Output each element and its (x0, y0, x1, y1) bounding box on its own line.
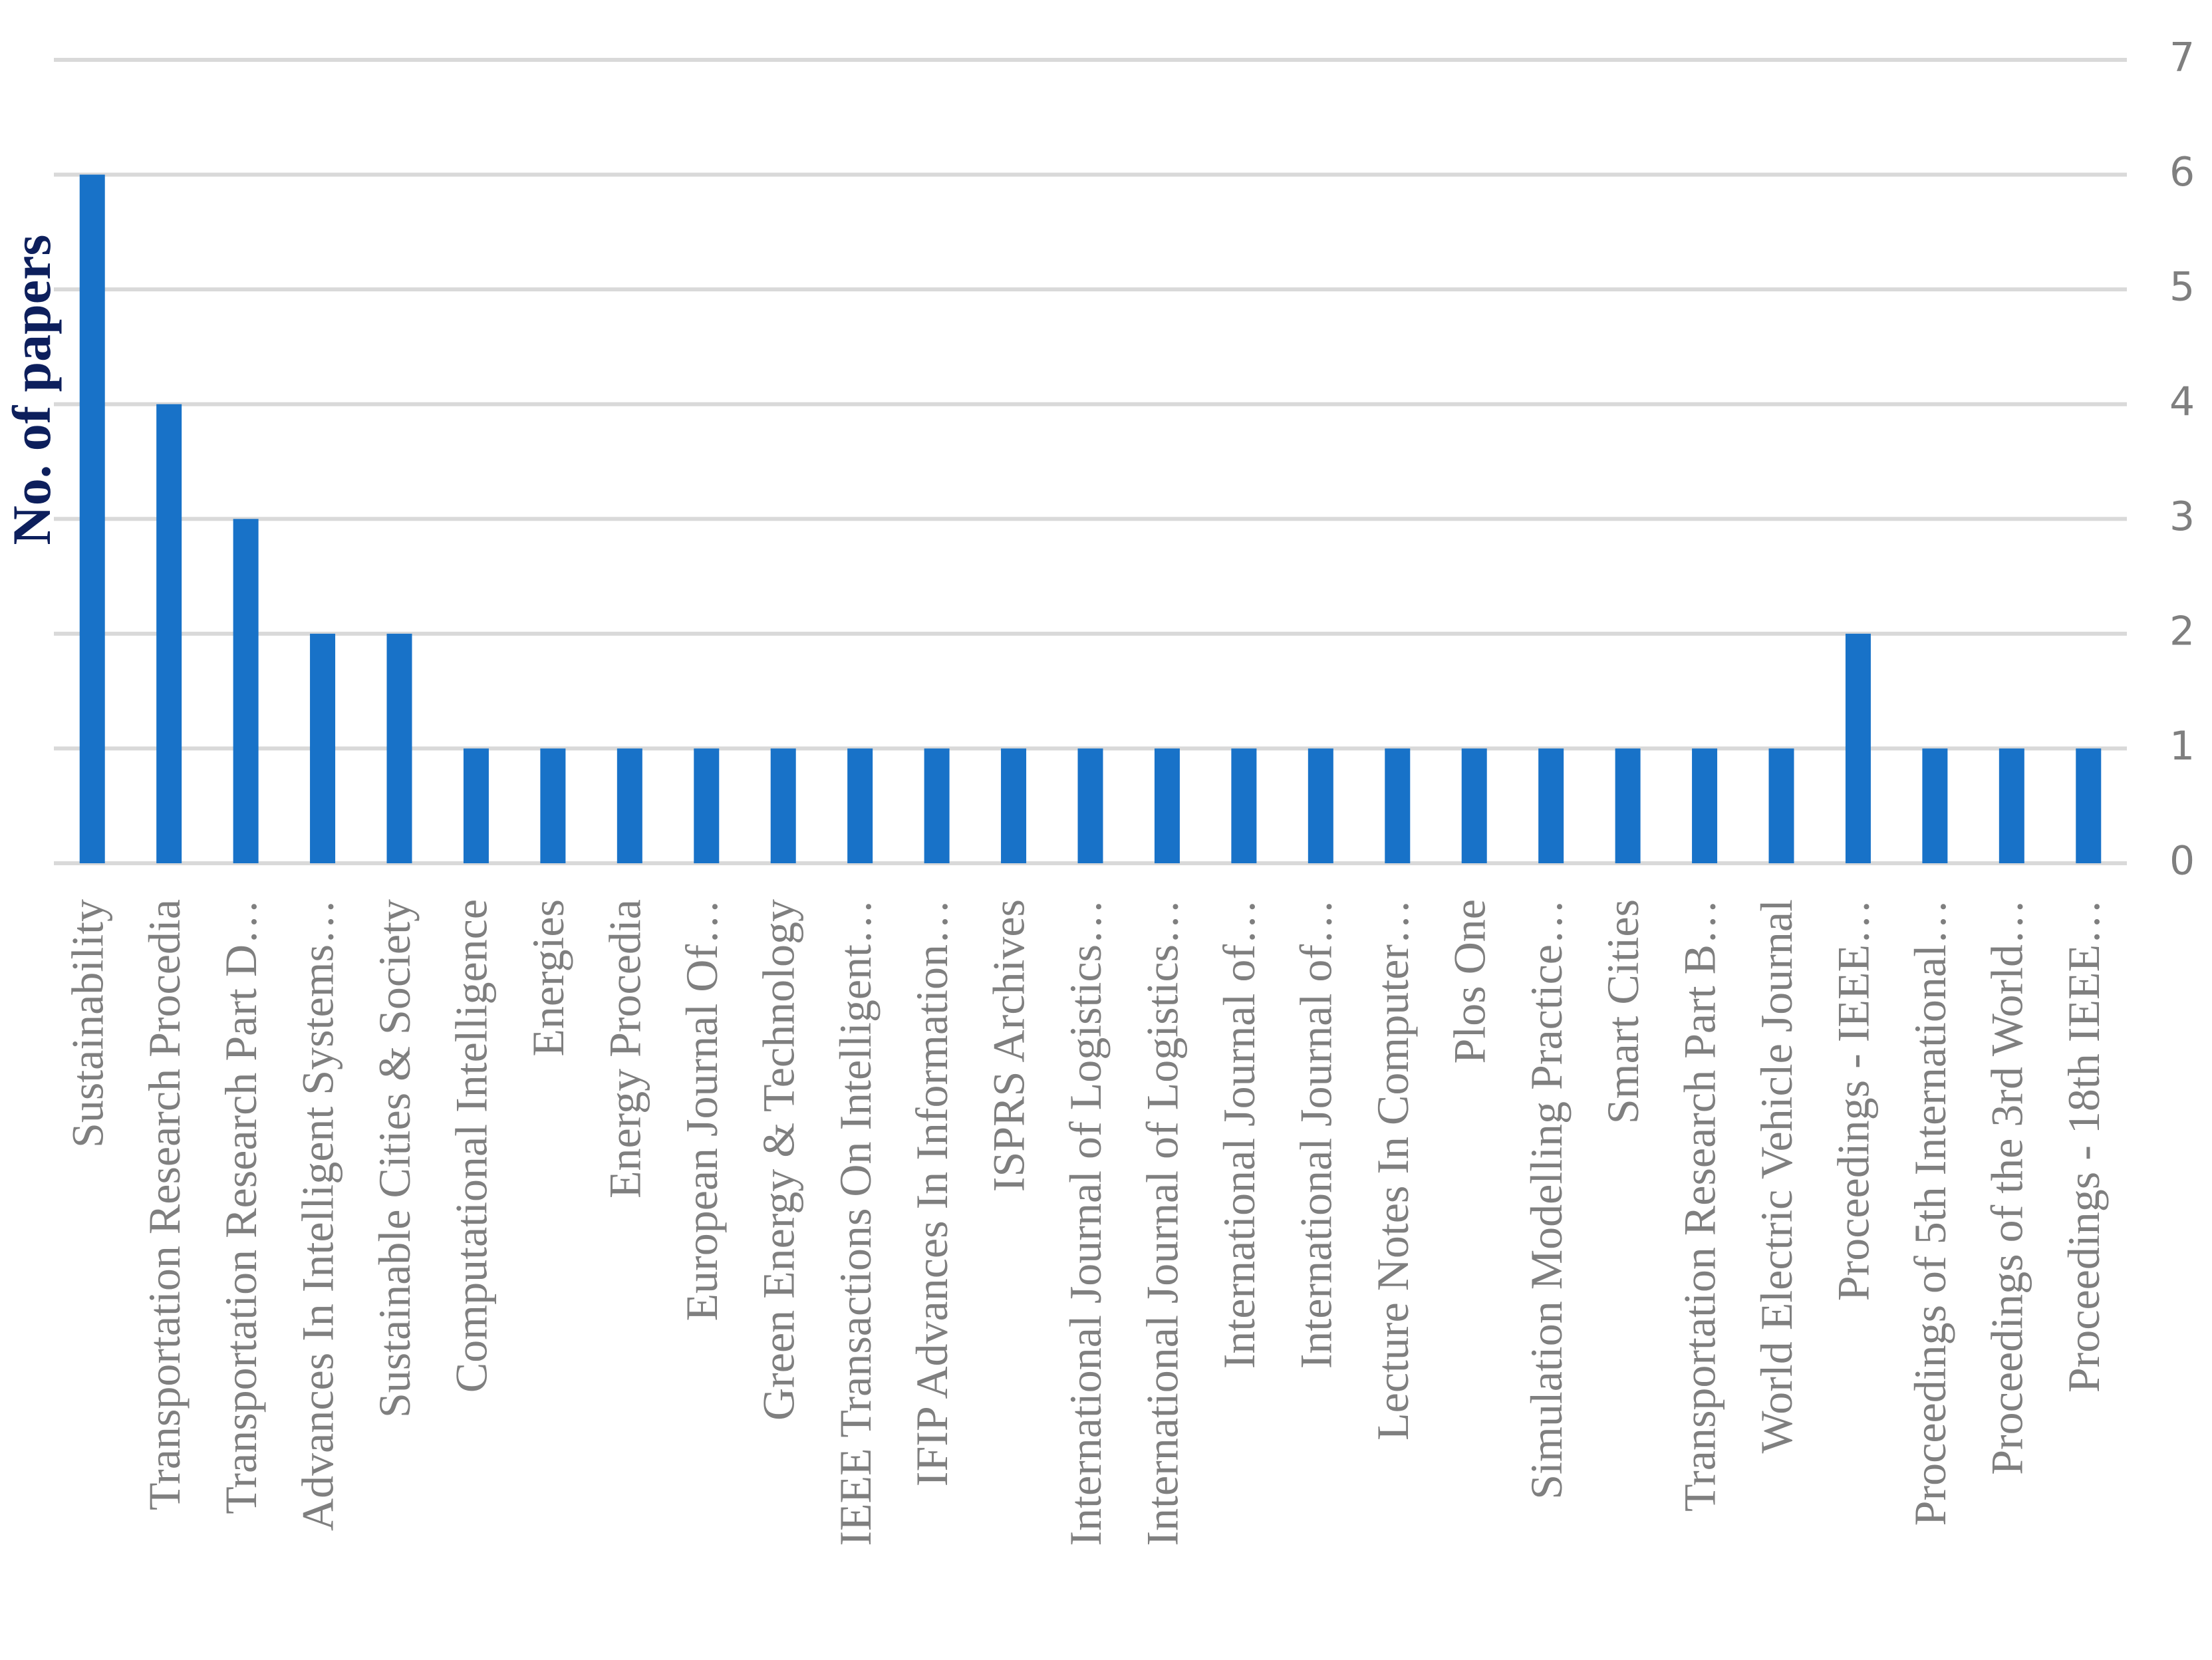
y-tick-label: 7 (2169, 35, 2195, 81)
bar (1154, 748, 1180, 863)
bar (770, 748, 796, 863)
x-tick-label: International Journal of… (1214, 899, 1264, 1369)
x-tick-label: International Journal of Logistics… (1137, 899, 1188, 1546)
x-tick-label: IEEE Transactions On Intelligent… (830, 899, 881, 1546)
bar (540, 748, 566, 863)
y-tick-label: 1 (2169, 723, 2195, 769)
x-tick-label: Transportation Research Procedia (139, 899, 190, 1510)
x-tick-label: European Journal Of… (676, 899, 727, 1321)
bar (1308, 748, 1333, 863)
y-tick-label: 4 (2169, 378, 2195, 425)
bar (156, 404, 182, 863)
x-tick-label: Energy Procedia (599, 899, 650, 1198)
bar (1538, 748, 1564, 863)
x-tick-label: World Electric Vehicle Journal (1751, 899, 1802, 1454)
x-tick-label: Simulation Modelling Practice… (1521, 899, 1572, 1500)
bar (1077, 748, 1103, 863)
x-tick-label: Computational Intelligence (446, 899, 497, 1393)
x-tick-label: Plos One (1444, 899, 1494, 1063)
bar (1385, 748, 1411, 863)
y-axis-title: No. of papers (1, 235, 62, 545)
x-tick-label: Transportation Research Part D… (215, 899, 266, 1514)
x-tick-label: Proceedings - 18th IEEE… (2058, 899, 2109, 1393)
bar (924, 748, 950, 863)
y-tick-label: 0 (2169, 838, 2195, 885)
bar (1692, 748, 1718, 863)
bar (310, 633, 336, 863)
x-tick-label: International Journal of… (1290, 899, 1341, 1369)
bar (1922, 748, 1948, 863)
bar (1999, 748, 2024, 863)
x-tick-label: Proceedings - IEEE… (1828, 899, 1879, 1301)
x-tick-label: Sustainable Cities & Society (369, 899, 420, 1418)
x-tick-label: Proceedings of the 3rd World… (1981, 899, 2032, 1475)
bar (233, 519, 259, 863)
x-tick-label: Proceedings of 5th International… (1905, 899, 1955, 1526)
x-tick-label: Smart Cities (1597, 899, 1648, 1124)
x-tick-label: International Journal of Logistics… (1060, 899, 1111, 1546)
bar (1231, 748, 1257, 863)
y-tick-label: 6 (2169, 149, 2195, 196)
y-tick-label: 2 (2169, 608, 2195, 654)
y-tick-label: 3 (2169, 493, 2195, 540)
x-tick-label: Lecture Notes In Computer… (1367, 899, 1418, 1441)
bar (847, 748, 873, 863)
x-tick-label: Transportation Research Part B… (1675, 899, 1725, 1512)
bar (386, 633, 412, 863)
bar (1001, 748, 1027, 863)
bar (1461, 748, 1487, 863)
bar (2076, 748, 2102, 863)
x-tick-label: Energies (523, 899, 573, 1057)
x-tick-label: IFIP Advances In Information… (906, 899, 957, 1486)
x-tick-label: Advances In Intelligent Systems… (293, 899, 343, 1531)
x-tick-label: Green Energy & Technology (753, 899, 803, 1421)
x-tick-label: Sustainability (62, 899, 112, 1148)
bar (1615, 748, 1641, 863)
y-tick-label: 5 (2169, 264, 2195, 311)
bar (1845, 633, 1871, 863)
bar (79, 174, 105, 864)
bar (1768, 748, 1794, 863)
bar (463, 748, 489, 863)
x-tick-label: ISPRS Archives (984, 899, 1034, 1192)
bar (617, 748, 642, 863)
bar (694, 748, 720, 863)
